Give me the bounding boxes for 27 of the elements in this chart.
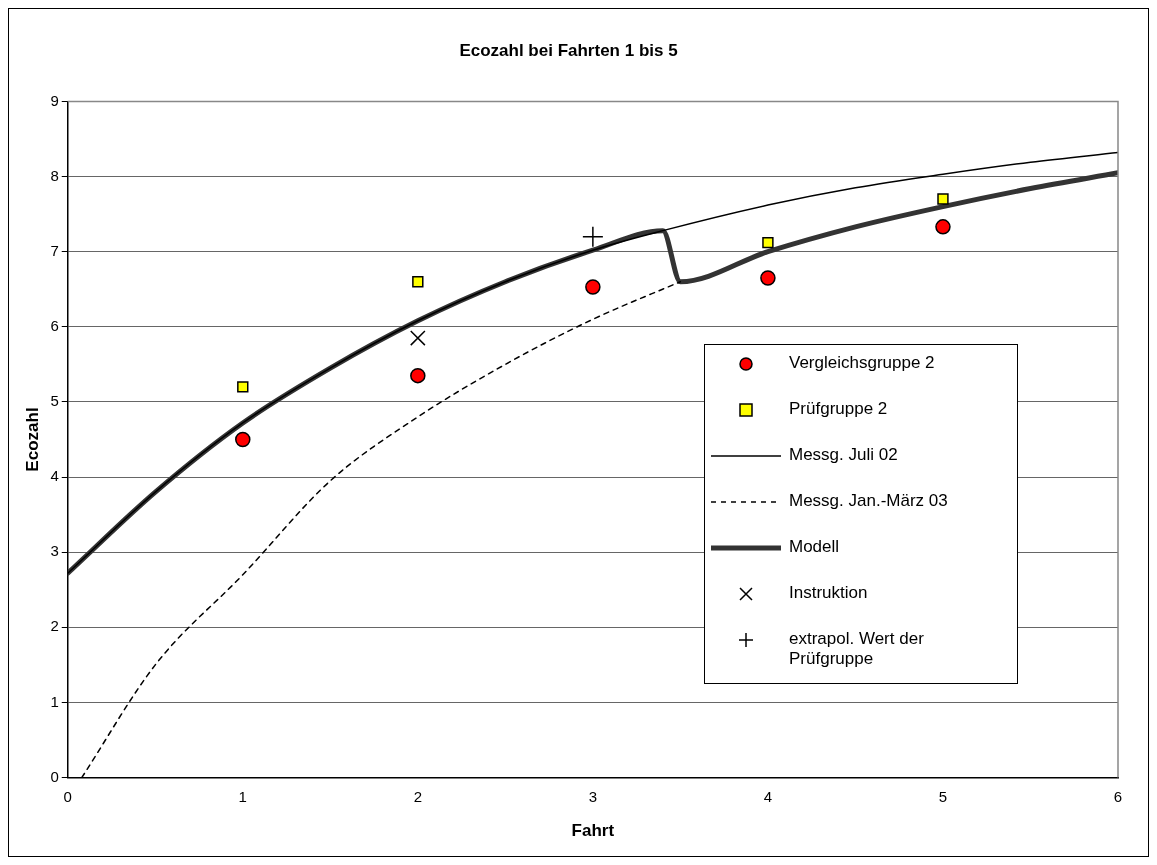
legend-label: Modell [789, 537, 840, 557]
y-axis-title: Ecozahl [22, 407, 42, 472]
chart-title: Ecozahl bei Fahrten 1 bis 5 [459, 40, 678, 60]
x-tick-label: 1 [238, 787, 247, 805]
x-tick-label: 4 [763, 787, 773, 805]
x-tick-label: 6 [1113, 787, 1123, 805]
y-tick-label: 9 [50, 91, 59, 109]
y-tick-label: 0 [50, 767, 59, 785]
y-tick-label: 6 [50, 316, 59, 334]
y-tick-label: 4 [50, 467, 59, 485]
x-tick-label: 2 [413, 787, 422, 805]
x-tick-label: 3 [588, 787, 598, 805]
y-tick-label: 5 [50, 392, 59, 410]
y-tick-label: 3 [50, 542, 59, 560]
legend-label: Messg. Jan.-März 03 [789, 491, 948, 511]
x-axis-title: Fahrt [571, 821, 615, 841]
y-tick-label: 1 [50, 692, 59, 710]
legend-label: Messg. Juli 02 [789, 445, 898, 465]
legend-label: Vergleichsgruppe 2 [789, 353, 935, 373]
x-tick-label: 0 [63, 787, 72, 805]
y-tick-label: 7 [50, 241, 59, 259]
legend-label: Prüfgruppe 2 [789, 399, 888, 419]
x-tick-label: 5 [938, 787, 948, 805]
legend-label: extrapol. Wert der Prüfgruppe [789, 629, 925, 669]
legend-label: Instruktion [789, 583, 868, 603]
y-tick-label: 8 [50, 166, 59, 184]
y-tick-label: 2 [50, 617, 59, 635]
